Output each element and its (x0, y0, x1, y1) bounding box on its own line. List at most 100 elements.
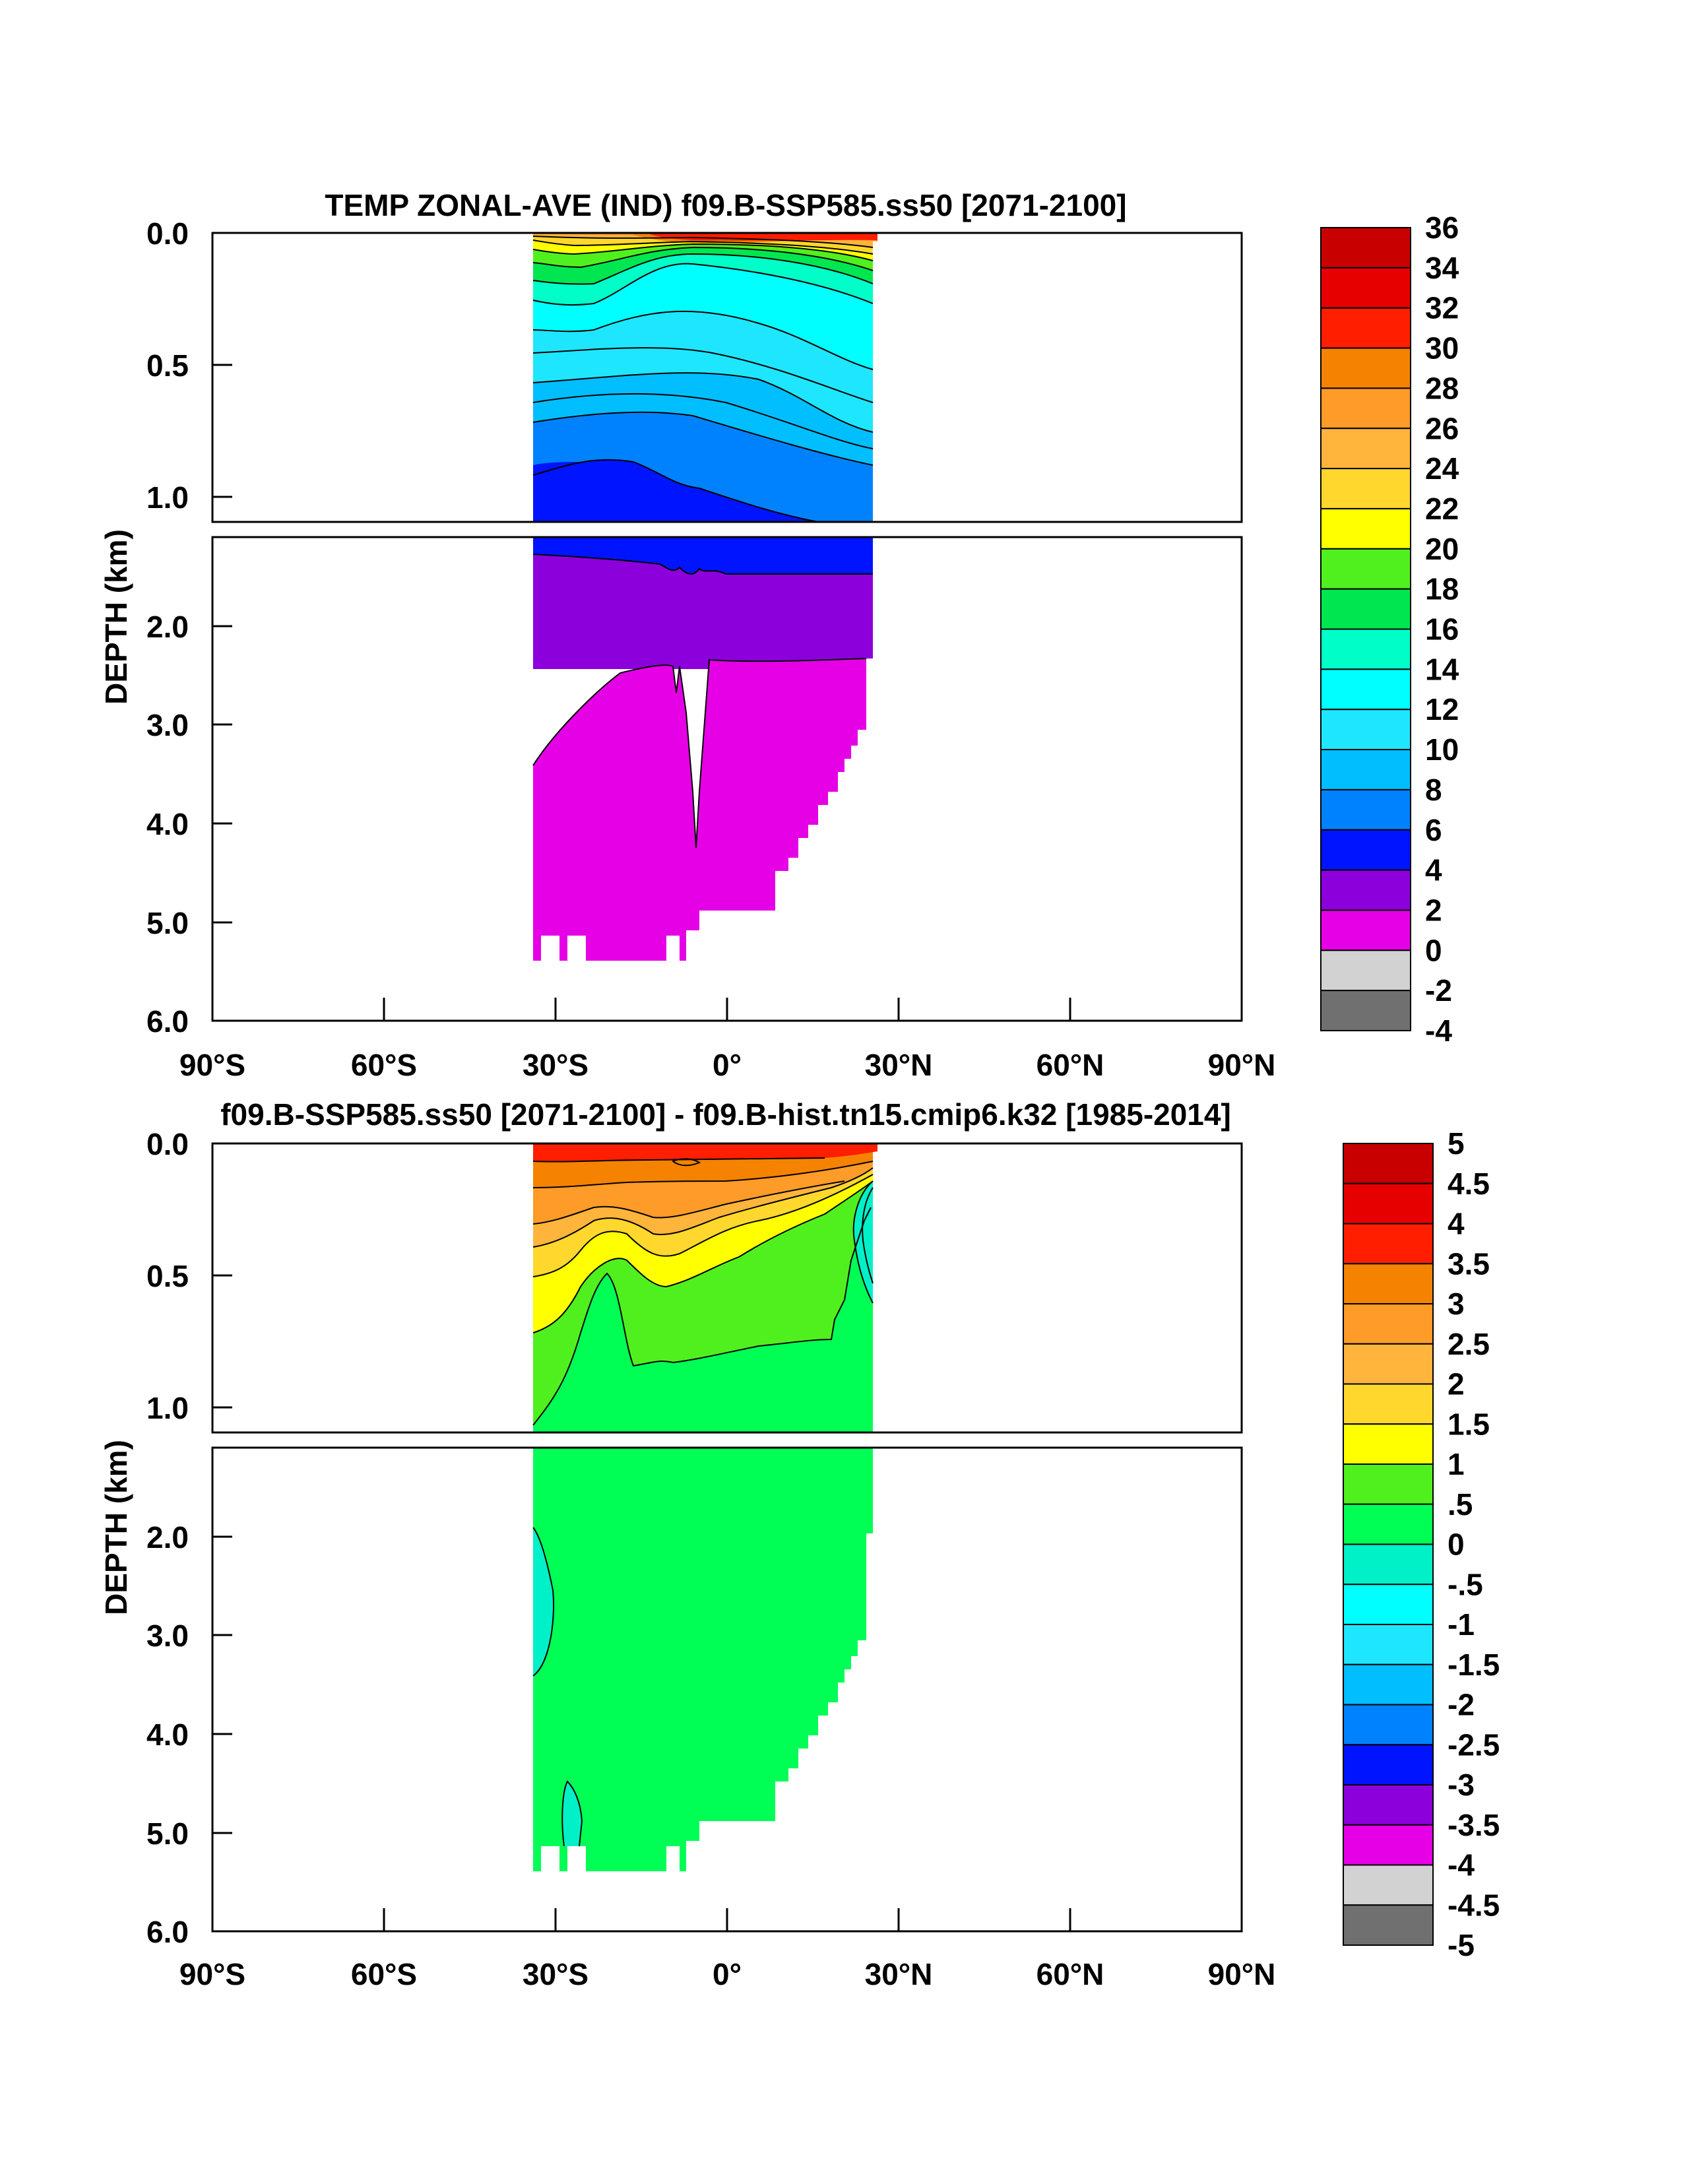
panel-1-lower-contours (532, 554, 873, 849)
colorbar-swatch (1343, 1223, 1434, 1265)
colorbar-label: 0 (1448, 1527, 1465, 1562)
colorbar-swatch (1343, 1584, 1434, 1625)
colorbar-label: 3.5 (1448, 1246, 1490, 1281)
colorbar-label: 26 (1425, 411, 1459, 445)
panel-1-upper-frame (211, 232, 1243, 523)
colorbar-label: 14 (1425, 652, 1459, 686)
colorbar-swatch (1320, 788, 1411, 831)
colorbar-label: 36 (1425, 210, 1459, 245)
panel-2-y-axis: 0.0 0.5 1.0 2.0 3.0 4.0 5.0 6.0 DEPTH (k… (99, 1127, 232, 1949)
colorbar-label: 2 (1448, 1367, 1465, 1401)
colorbar-swatch (1320, 507, 1411, 550)
colorbar-swatch (1320, 709, 1411, 751)
x-tick-label: 60°N (1036, 1957, 1104, 1991)
panel-2-upper-contours (532, 1157, 874, 1426)
y-tick-label: 0.5 (146, 1259, 189, 1293)
band-4-to-6-deep (533, 537, 873, 574)
y-tick-label: 0.5 (146, 348, 189, 383)
panel-2-lower-field (211, 1446, 1243, 1933)
colorbar-label: 30 (1425, 331, 1459, 366)
y-tick-label: 4.0 (146, 807, 189, 841)
colorbar-swatch (1343, 1824, 1434, 1866)
panel-1-x-axis: 90°S 60°S 30°S 0° 30°N 60°N 90°N (179, 998, 1276, 1082)
colorbar-swatch (1320, 307, 1411, 349)
colorbar-swatch (1343, 1182, 1434, 1225)
colorbar-label: 12 (1425, 692, 1459, 726)
colorbar-swatch (1320, 428, 1411, 470)
band-32-plus (650, 233, 877, 241)
colorbar-swatch (1343, 1463, 1434, 1505)
colorbar-label: 5 (1448, 1126, 1465, 1161)
y-tick-label: 3.0 (146, 708, 189, 742)
y-tick-label: 3.0 (146, 1619, 189, 1653)
colorbar-swatch (1343, 1503, 1434, 1545)
x-tick-label: 90°N (1208, 1048, 1276, 1082)
diff-band-3.5-plus (533, 1143, 877, 1162)
colorbar-swatch (1343, 1343, 1434, 1385)
y-tick-label: 2.0 (146, 610, 189, 644)
y-tick-label: 2.0 (146, 1520, 189, 1555)
y-tick-label: 4.0 (146, 1718, 189, 1752)
panel-difference: f09.B-SSP585.ss50 [2071-2100] - f09.B-hi… (99, 1097, 1500, 1991)
colorbar-swatch (1343, 1704, 1434, 1746)
x-tick-label: 30°N (865, 1048, 933, 1082)
colorbar-swatch (1343, 1864, 1434, 1906)
colorbar-swatch (1320, 668, 1411, 711)
colorbar-label: -2.5 (1448, 1727, 1500, 1762)
colorbar-label: 34 (1425, 251, 1459, 285)
y-tick-label: 0.0 (146, 216, 189, 251)
x-tick-label: 0° (713, 1957, 742, 1991)
x-tick-label: 90°S (179, 1957, 245, 1991)
colorbar-label: 3 (1448, 1287, 1465, 1321)
colorbar-label: 1.5 (1448, 1407, 1490, 1441)
diff-negative-west-deep (533, 1527, 554, 1676)
colorbar-label: 4.5 (1448, 1167, 1490, 1201)
panel-1-ylabel: DEPTH (km) (99, 529, 133, 705)
colorbar-swatch (1343, 1624, 1434, 1665)
colorbar-label: 24 (1425, 451, 1459, 486)
colorbar-label: 28 (1425, 371, 1459, 405)
colorbar-swatch (1343, 1263, 1434, 1304)
x-tick-label: 30°S (523, 1048, 589, 1082)
colorbar-label: -3 (1448, 1768, 1475, 1802)
panel-1-lower-field (211, 536, 1243, 1022)
colorbar-label: 18 (1425, 572, 1459, 606)
panel-1-y-axis: 0.0 0.5 1.0 2.0 3.0 4.0 5.0 6.0 DEPTH (k… (99, 216, 232, 1039)
colorbar-swatch (1320, 267, 1411, 309)
y-tick-label: 0.0 (146, 1127, 189, 1161)
colorbar-label: 0 (1425, 933, 1442, 967)
colorbar-swatch (1343, 1423, 1434, 1465)
y-tick-label: 6.0 (146, 1915, 189, 1949)
colorbar-label: .5 (1448, 1487, 1473, 1522)
colorbar-label: 6 (1425, 813, 1442, 847)
colorbar-label: -1.5 (1448, 1648, 1500, 1682)
x-tick-label: 60°S (351, 1048, 417, 1082)
colorbar-label: -5 (1448, 1928, 1475, 1962)
colorbar-swatch (1320, 347, 1411, 389)
x-tick-label: 60°S (351, 1957, 417, 1991)
panel-1-upper-contours (532, 236, 874, 522)
colorbar-swatch (1320, 548, 1411, 590)
panel-temperature: TEMP ZONAL-AVE (IND) f09.B-SSP585.ss50 [… (99, 188, 1459, 1082)
x-tick-label: 90°S (179, 1048, 245, 1082)
colorbar-swatch (1320, 909, 1411, 951)
colorbar-label: -4 (1425, 1013, 1452, 1048)
colorbar-label: -2 (1448, 1688, 1475, 1722)
diff-band-0-to-0.5-deep (533, 1448, 873, 1871)
colorbar-label: -2 (1425, 973, 1452, 1008)
colorbar-swatch (1343, 1543, 1434, 1586)
x-tick-label: 90°N (1208, 1957, 1276, 1991)
colorbar-label: 2 (1425, 893, 1442, 927)
y-tick-label: 1.0 (146, 480, 189, 515)
panel-2-lower-contours (532, 1527, 583, 1847)
colorbar-swatch (1320, 749, 1411, 790)
colorbar-label: 8 (1425, 773, 1442, 807)
colorbar-swatch (1343, 1143, 1434, 1184)
panel-2-x-axis: 90°S 60°S 30°S 0° 30°N 60°N 90°N (179, 1908, 1276, 1991)
y-tick-label: 1.0 (146, 1391, 189, 1425)
band-4-to-6 (533, 459, 818, 522)
colorbar-label: 2.5 (1448, 1327, 1490, 1361)
colorbar-label: 20 (1425, 532, 1459, 566)
colorbar-swatch (1320, 949, 1411, 992)
